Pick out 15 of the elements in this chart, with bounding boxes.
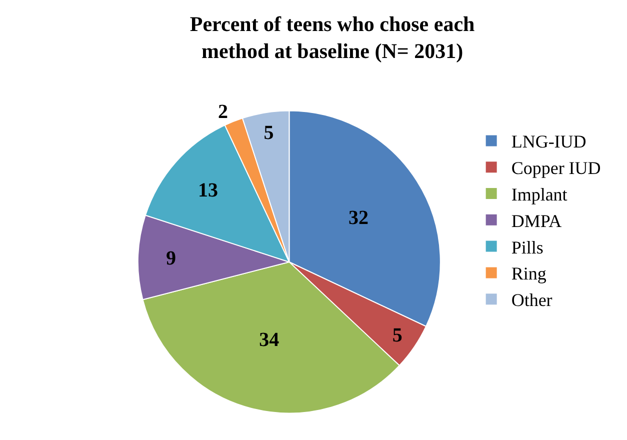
- legend-label: Copper IUD: [511, 158, 601, 178]
- data-label: 13: [198, 179, 218, 202]
- legend-label: DMPA: [511, 210, 562, 231]
- legend-label: Pills: [511, 237, 544, 258]
- data-label: 2: [218, 100, 228, 123]
- data-label: 5: [264, 122, 274, 144]
- legend-label: Implant: [511, 184, 568, 205]
- legend-label: Other: [511, 290, 552, 310]
- data-label: 32: [348, 207, 368, 230]
- data-label: 9: [166, 247, 176, 270]
- data-label: 34: [259, 329, 280, 352]
- chart-title: Percent of teens who chose each method at baseline (N= 2031): [190, 12, 476, 64]
- legend-label: LNG-IUD: [511, 132, 586, 152]
- legend-label: Ring: [511, 264, 546, 284]
- data-label: 5: [392, 324, 402, 346]
